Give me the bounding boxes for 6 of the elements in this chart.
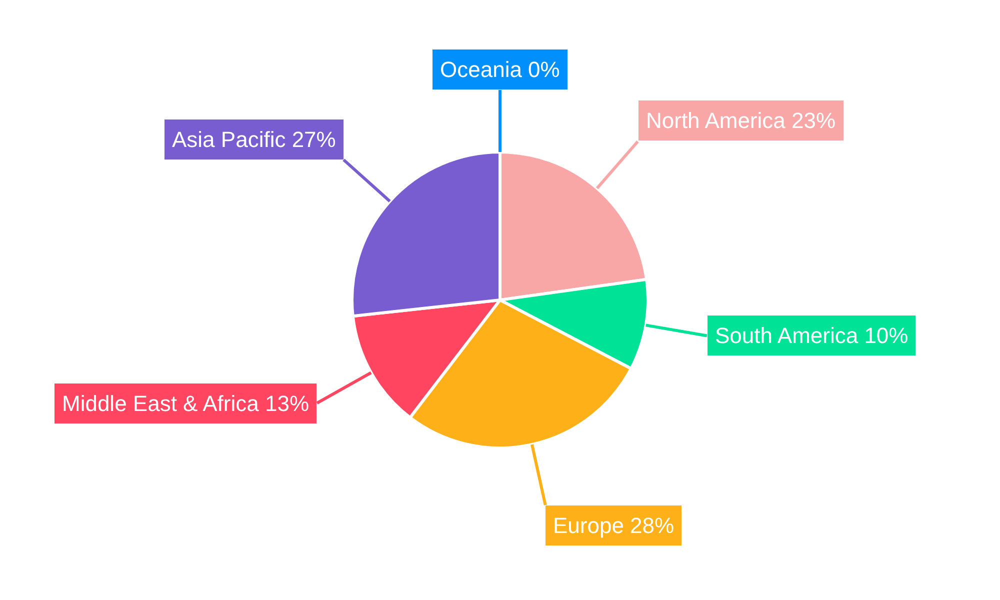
slice-label: Europe 28% [553, 513, 674, 538]
slice-label: Middle East & Africa 13% [62, 391, 310, 416]
slice-label: South America 10% [715, 323, 908, 348]
slice-label: Asia Pacific 27% [172, 127, 336, 152]
category-label: Oceania 0% [440, 57, 560, 82]
slice-label: North America 23% [646, 108, 836, 133]
